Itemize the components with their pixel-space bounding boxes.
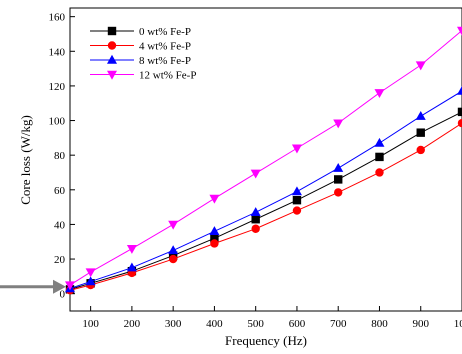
y-tick-label: 120 bbox=[49, 81, 66, 93]
x-tick-label: 400 bbox=[206, 318, 223, 330]
x-tick-label: 800 bbox=[371, 318, 388, 330]
y-tick-label: 40 bbox=[54, 219, 66, 231]
y-tick-label: 100 bbox=[49, 116, 66, 128]
data-point bbox=[85, 276, 96, 286]
data-point bbox=[126, 262, 137, 272]
legend-label: 0 wt% Fe-P bbox=[139, 26, 191, 38]
x-tick-label: 700 bbox=[330, 318, 347, 330]
series-2 bbox=[65, 85, 462, 293]
x-tick-label: 300 bbox=[165, 318, 182, 330]
data-point bbox=[291, 144, 302, 154]
plot-frame bbox=[69, 7, 462, 312]
data-point bbox=[333, 119, 344, 129]
legend-marker bbox=[107, 41, 117, 50]
data-point bbox=[457, 85, 462, 95]
legend-label: 12 wt% Fe-P bbox=[139, 70, 196, 82]
legend-marker bbox=[107, 26, 117, 36]
legend-item: 4 wt% Fe-P bbox=[90, 41, 191, 53]
data-point bbox=[416, 128, 425, 137]
data-point bbox=[168, 254, 178, 264]
data-point bbox=[168, 245, 179, 255]
legend-item: 8 wt% Fe-P bbox=[90, 54, 191, 67]
legend-label: 8 wt% Fe-P bbox=[139, 55, 191, 67]
data-point bbox=[374, 89, 385, 99]
data-point bbox=[374, 137, 385, 147]
x-tick-label: 100 bbox=[454, 318, 462, 330]
data-point bbox=[210, 239, 219, 248]
data-point bbox=[416, 145, 425, 155]
data-point bbox=[457, 26, 462, 36]
data-point bbox=[65, 281, 75, 291]
y-tick-label: 80 bbox=[54, 150, 66, 162]
data-point bbox=[415, 111, 426, 120]
data-point bbox=[251, 215, 260, 224]
data-point bbox=[250, 207, 261, 217]
y-tick-label: 20 bbox=[54, 254, 66, 266]
data-point bbox=[209, 194, 220, 204]
series-lines bbox=[65, 26, 462, 295]
data-point bbox=[457, 107, 462, 117]
y-tick-label: 140 bbox=[49, 46, 66, 58]
data-point bbox=[334, 175, 343, 184]
y-tick-label: 160 bbox=[49, 12, 66, 24]
data-point bbox=[251, 224, 260, 233]
data-point bbox=[333, 162, 344, 172]
legend: 0 wt% Fe-P 4 wt% Fe-P 8 wt% Fe-P 12 wt% Fe-… bbox=[90, 26, 196, 82]
data-point bbox=[85, 268, 96, 278]
x-tick-label: 200 bbox=[124, 318, 141, 330]
series-0 bbox=[65, 107, 462, 294]
data-point bbox=[415, 61, 426, 71]
data-point bbox=[375, 152, 384, 162]
annotation-arrow bbox=[0, 279, 66, 294]
data-point bbox=[209, 226, 220, 236]
x-tick-label: 500 bbox=[247, 318, 264, 330]
y-tick-label: 60 bbox=[54, 185, 66, 197]
x-axis-title: Frequency (Hz) bbox=[225, 333, 307, 348]
arrow-head bbox=[53, 279, 66, 294]
series-3 bbox=[65, 26, 462, 291]
legend-marker bbox=[107, 70, 117, 80]
data-point bbox=[168, 220, 179, 230]
axis-ticks: 1002003004005006007008009001000204060801… bbox=[49, 12, 462, 330]
series-1 bbox=[65, 118, 462, 295]
legend-item: 12 wt% Fe-P bbox=[90, 70, 196, 82]
legend-label: 4 wt% Fe-P bbox=[139, 41, 191, 53]
series-line bbox=[69, 111, 462, 290]
data-point bbox=[291, 186, 302, 196]
data-point bbox=[250, 169, 261, 179]
data-point bbox=[457, 118, 462, 128]
x-tick-label: 100 bbox=[82, 318, 99, 330]
data-point bbox=[375, 168, 384, 177]
data-point bbox=[292, 195, 302, 205]
plot-area: 1002003004005006007008009001000204060801… bbox=[49, 7, 462, 330]
data-point bbox=[292, 206, 302, 215]
legend-marker bbox=[107, 54, 117, 64]
x-tick-label: 600 bbox=[289, 318, 306, 330]
data-point bbox=[210, 234, 219, 243]
data-point bbox=[334, 188, 343, 197]
legend-item: 0 wt% Fe-P bbox=[90, 26, 191, 38]
series-line bbox=[69, 90, 462, 289]
x-tick-label: 900 bbox=[412, 318, 429, 330]
y-tick-label: 0 bbox=[60, 289, 66, 301]
y-axis-title: Core loss (W/kg) bbox=[18, 115, 33, 205]
data-point bbox=[126, 244, 137, 254]
